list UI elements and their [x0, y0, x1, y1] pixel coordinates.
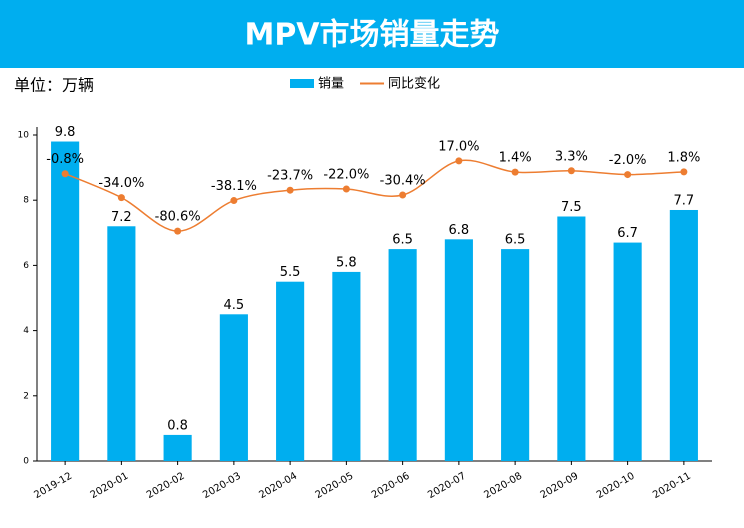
line-value-label: -80.6%	[155, 210, 201, 225]
x-tick-label: 2020-08	[482, 471, 524, 501]
bar	[332, 271, 361, 461]
line-marker	[511, 168, 519, 176]
bar-value-label: 0.8	[167, 418, 188, 433]
x-tick-label: 2020-11	[651, 471, 693, 501]
line-marker	[230, 197, 238, 205]
line-marker	[567, 167, 575, 175]
bar	[444, 239, 473, 461]
line-value-label: -30.4%	[380, 174, 426, 189]
x-tick-label: 2020-10	[595, 471, 637, 501]
line-value-label: 3.3%	[555, 149, 588, 164]
line-value-label: 1.8%	[667, 150, 700, 165]
y-tick-label: 10	[18, 131, 30, 141]
bar-value-label: 5.5	[280, 265, 301, 280]
line-marker	[286, 186, 294, 194]
line-value-label: 17.0%	[438, 139, 479, 154]
x-tick-label: 2020-09	[539, 471, 581, 501]
legend-swatch	[290, 79, 314, 88]
bar	[388, 249, 417, 461]
line-marker	[455, 157, 463, 165]
line-marker	[342, 185, 350, 193]
x-tick-label: 2020-06	[370, 471, 412, 501]
bar	[501, 249, 530, 461]
line-value-label: -2.0%	[609, 153, 647, 168]
x-tick-label: 2020-01	[89, 471, 131, 501]
x-tick-label: 2019-12	[32, 471, 74, 501]
line-value-label: 1.4%	[499, 151, 532, 166]
y-tick-label: 8	[23, 196, 29, 206]
bar	[276, 281, 305, 461]
line-value-label: -22.0%	[323, 167, 369, 182]
x-tick-label: 2020-07	[426, 471, 468, 501]
line-value-label: -0.8%	[46, 152, 84, 167]
y-tick-label: 6	[23, 261, 29, 271]
bar-value-label: 4.5	[224, 298, 245, 313]
bar-value-label: 6.8	[449, 223, 470, 238]
header-band	[0, 0, 744, 68]
bar-value-label: 5.8	[336, 255, 357, 270]
unit-label: 单位：万辆	[14, 76, 94, 95]
bar	[107, 226, 136, 461]
line-value-label: -34.0%	[98, 176, 144, 191]
bar	[163, 434, 192, 461]
bar-value-label: 9.8	[55, 125, 76, 140]
legend-label: 同比变化	[388, 76, 440, 92]
bar-value-label: 7.7	[674, 193, 695, 208]
line-marker	[624, 171, 632, 179]
legend-label: 销量	[318, 77, 344, 92]
x-tick-label: 2020-02	[145, 471, 187, 501]
bar	[557, 216, 586, 461]
line-marker	[399, 191, 407, 199]
y-tick-label: 0	[23, 457, 29, 467]
line-marker	[174, 227, 182, 235]
y-tick-label: 2	[23, 391, 29, 401]
line-marker	[680, 168, 688, 176]
line-value-label: -38.1%	[211, 179, 257, 194]
bar	[669, 209, 698, 461]
bar-value-label: 7.2	[111, 210, 132, 225]
bar	[613, 242, 642, 461]
x-tick-label: 2020-03	[201, 471, 243, 501]
y-tick-label: 4	[23, 326, 29, 336]
line-marker	[61, 170, 69, 178]
x-tick-label: 2020-04	[257, 471, 299, 501]
bar-value-label: 6.7	[617, 226, 638, 241]
line-marker	[117, 194, 125, 202]
bar-value-label: 7.5	[561, 200, 582, 215]
x-tick-label: 2020-05	[314, 471, 356, 501]
bar	[219, 314, 248, 461]
bar-value-label: 6.5	[505, 233, 526, 248]
bar	[51, 141, 80, 461]
chart-title: MPV市场销量走势	[244, 18, 499, 53]
line-value-label: -23.7%	[267, 169, 313, 184]
bar-value-label: 6.5	[392, 233, 413, 248]
